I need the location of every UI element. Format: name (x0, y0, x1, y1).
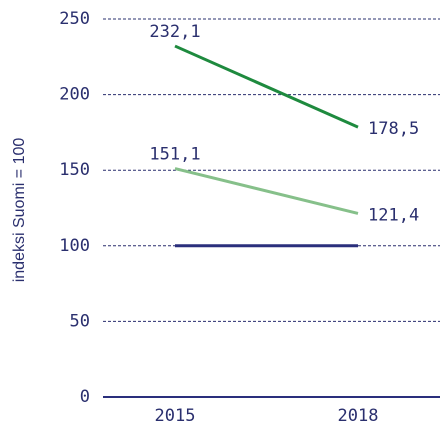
y-tick-label: 100 (59, 236, 90, 256)
y-tick-label: 50 (70, 311, 90, 331)
y-tick-label: 150 (59, 160, 90, 180)
line (174, 167, 359, 215)
y-tick-label: 250 (59, 9, 90, 29)
x-tick-label: 2018 (338, 406, 379, 426)
y-tick-label: 200 (59, 85, 90, 105)
y-axis-label: indeksi Suomi = 100 (11, 138, 28, 283)
data-label: 151,1 (149, 145, 200, 165)
data-label: 178,5 (368, 119, 419, 139)
y-tick-label: 0 (80, 387, 90, 407)
line (174, 44, 359, 129)
x-tick-label: 2015 (155, 406, 196, 426)
data-label: 232,1 (149, 22, 200, 42)
data-label: 121,4 (368, 205, 419, 225)
